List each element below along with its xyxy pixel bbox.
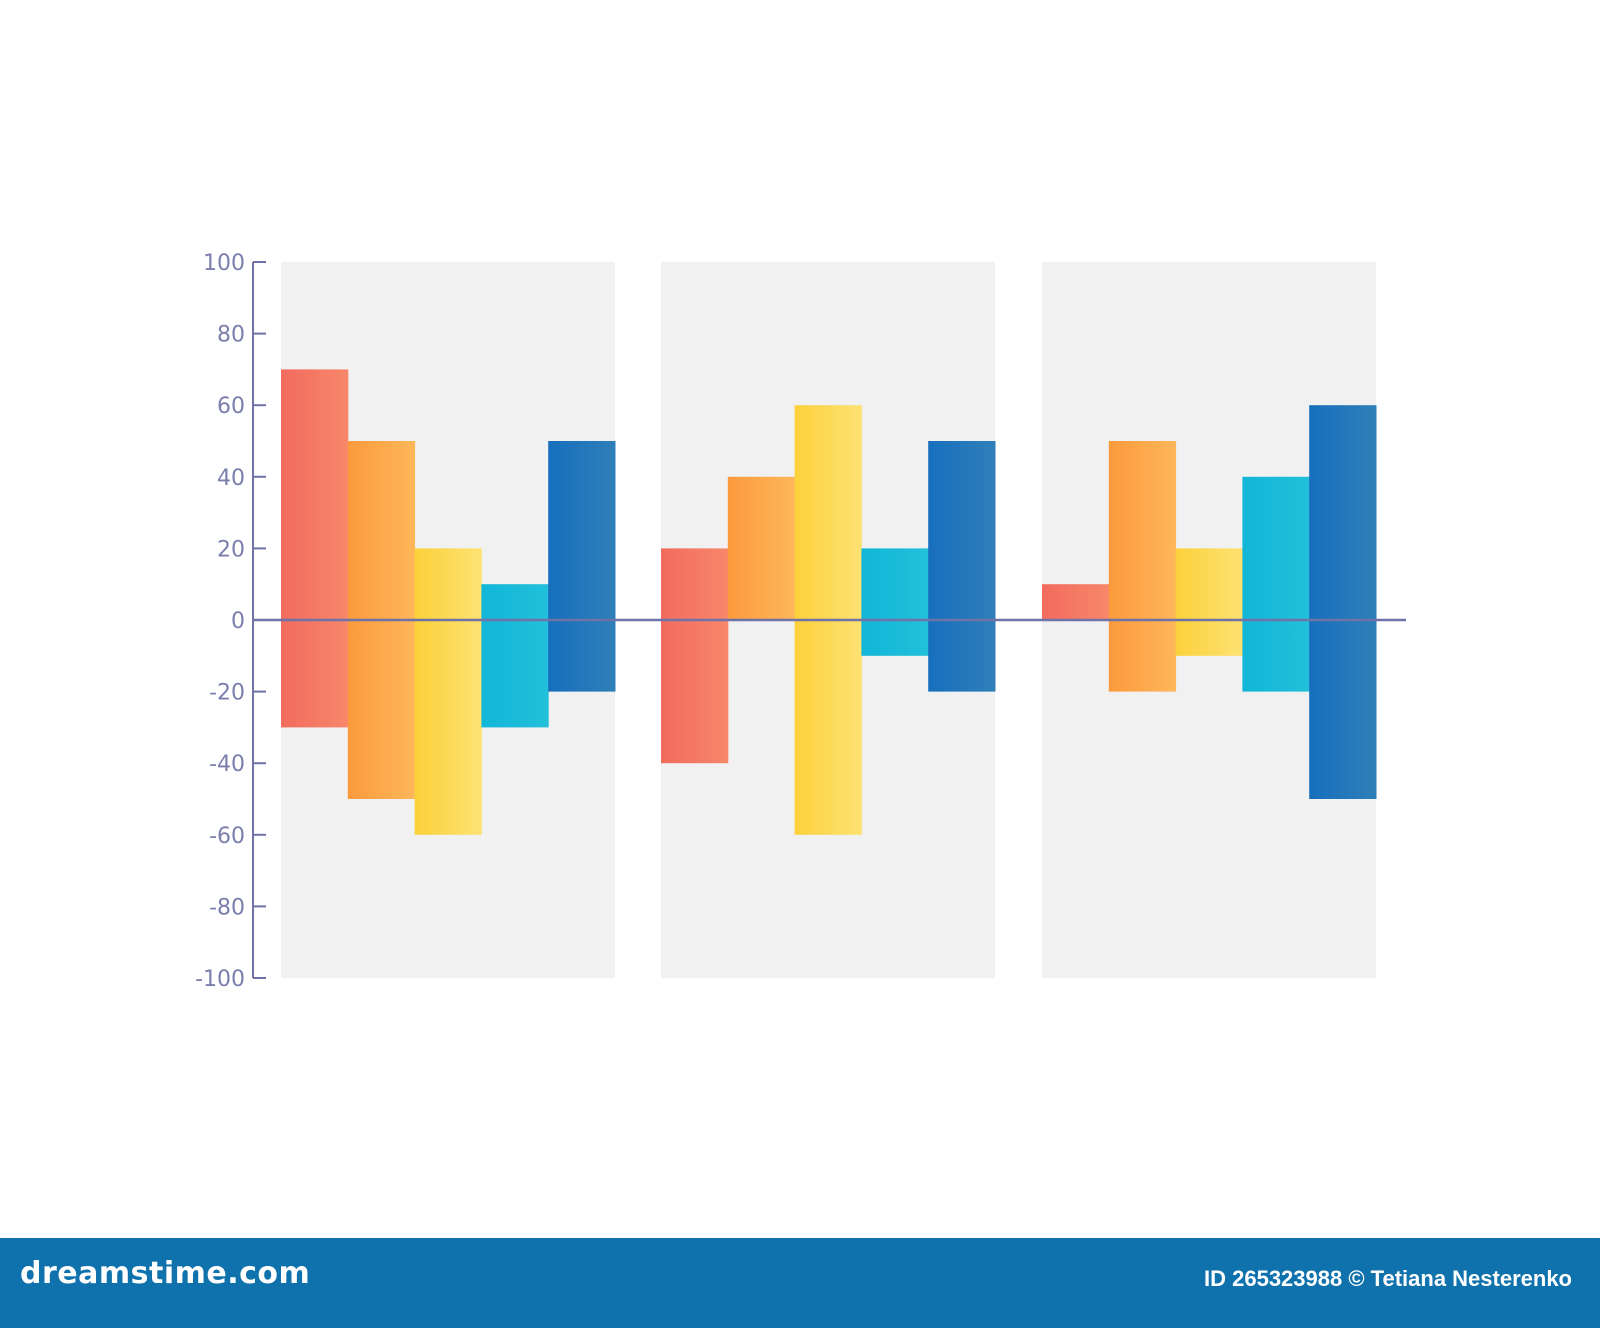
bar-g2-1 [661, 548, 729, 764]
bar-g2-2 [727, 476, 796, 620]
bar-g1-5 [548, 441, 616, 692]
chart-svg: 100 80 60 40 20 0 -20 -40 -60 -80 -100 [195, 251, 1406, 992]
axis-layer: 100 80 60 40 20 0 -20 -40 -60 -80 -100 [195, 251, 1406, 992]
y-tick-label: -100 [195, 967, 245, 992]
bar-g3-5 [1309, 405, 1377, 799]
bar-g1-1 [281, 369, 349, 728]
y-tick-label: 0 [231, 609, 245, 634]
bar-g1-4 [481, 584, 549, 728]
y-tick-label: 40 [217, 466, 245, 491]
y-tick-label: 20 [217, 537, 245, 562]
image-credit: ID 265323988 © Tetiana Nesterenko [1204, 1266, 1572, 1291]
bar-g1-3 [414, 548, 482, 835]
bar-g3-3 [1175, 548, 1243, 656]
y-tick-label: 60 [217, 394, 245, 419]
brand-logo[interactable]: dreamstime.com [20, 1256, 311, 1291]
chart: 100 80 60 40 20 0 -20 -40 -60 -80 -100 [195, 251, 1406, 992]
bar-g3-2 [1108, 441, 1177, 692]
bar-g2-5 [928, 441, 996, 692]
y-tick-label: -40 [209, 752, 245, 777]
bar-g2-4 [861, 548, 929, 656]
y-tick-label: -80 [209, 895, 245, 920]
y-tick-label: 100 [203, 251, 245, 276]
y-tick-label: -20 [209, 681, 245, 706]
bar-g3-4 [1242, 476, 1310, 692]
y-tick-label: 80 [217, 323, 245, 348]
footer-bar: dreamstime.com ID 265323988 © Tetiana Ne… [0, 1238, 1600, 1328]
y-tick-label: -60 [209, 824, 245, 849]
bar-g3-1 [1042, 584, 1110, 620]
